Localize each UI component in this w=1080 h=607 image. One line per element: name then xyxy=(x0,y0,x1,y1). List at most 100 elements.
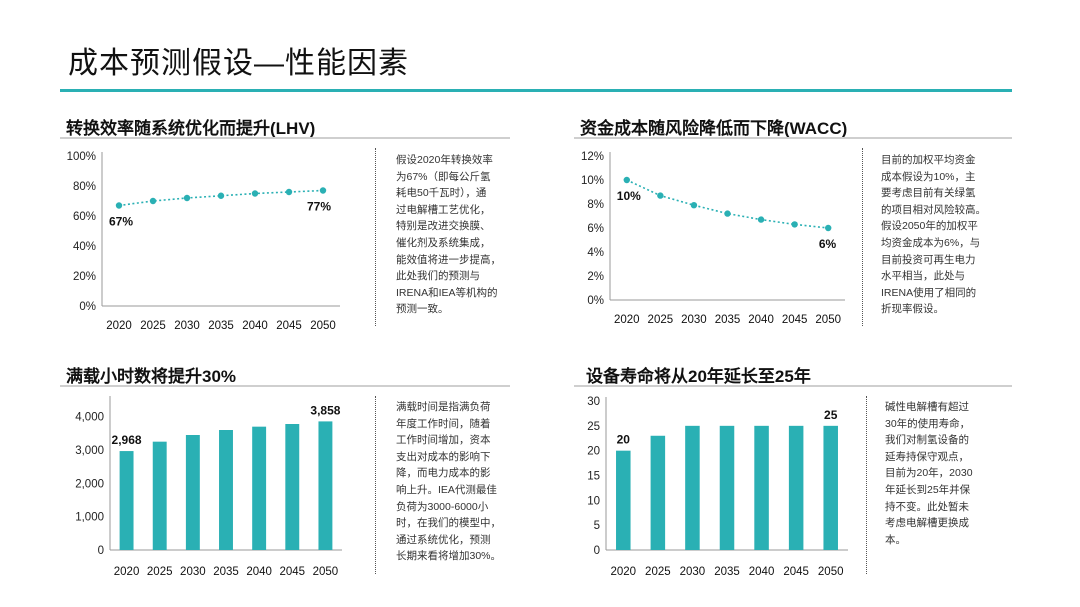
panel-title-wacc: 资金成本随风险降低而下降(WACC) xyxy=(580,119,848,138)
y-tick-label: 40% xyxy=(73,241,96,253)
x-tick-label: 2020 xyxy=(610,566,636,578)
data-label: 25 xyxy=(824,408,838,422)
x-tick-label: 2050 xyxy=(815,314,841,326)
y-tick-label: 12% xyxy=(581,151,604,163)
divider-wacc xyxy=(862,148,863,326)
data-label: 20 xyxy=(617,433,631,447)
bar xyxy=(788,425,804,550)
y-tick-label: 3,000 xyxy=(75,445,104,457)
y-tick-label: 20% xyxy=(73,271,96,283)
x-tick-label: 2045 xyxy=(279,566,305,578)
title-rule xyxy=(60,89,1012,92)
y-tick-label: 2,000 xyxy=(75,478,104,490)
y-tick-label: 0 xyxy=(98,545,104,557)
data-point xyxy=(757,216,765,223)
data-point xyxy=(690,202,698,209)
bar xyxy=(185,435,200,550)
data-label: 77% xyxy=(307,200,331,214)
panel-title-load-hours: 满载小时数将提升30% xyxy=(66,367,237,386)
series-line xyxy=(626,179,829,229)
data-label: 67% xyxy=(109,215,133,229)
x-tick-label: 2030 xyxy=(681,314,707,326)
panel-rule-wacc xyxy=(574,137,1012,139)
bar xyxy=(823,425,838,550)
x-tick-label: 2050 xyxy=(310,320,336,332)
y-tick-label: 0% xyxy=(79,301,96,313)
data-point xyxy=(825,224,832,232)
x-tick-label: 2035 xyxy=(213,566,239,578)
data-point xyxy=(183,194,191,202)
y-tick-label: 60% xyxy=(73,211,96,223)
bar xyxy=(152,441,167,550)
x-tick-label: 2030 xyxy=(680,566,706,578)
y-tick-label: 0% xyxy=(587,295,604,307)
data-point xyxy=(251,190,259,197)
x-tick-label: 2045 xyxy=(783,566,809,578)
x-tick-label: 2040 xyxy=(749,566,775,578)
x-tick-label: 2040 xyxy=(748,314,774,326)
data-label: 3,858 xyxy=(310,403,340,417)
x-tick-label: 2030 xyxy=(180,566,206,578)
chart-wacc: 0% 2% 4% 6% 8% 10% 12% 2020 2025 2030 2035 2040 2045… xyxy=(581,151,845,326)
y-tick-label: 4% xyxy=(587,247,604,259)
bar xyxy=(119,451,134,550)
x-tick-label: 2025 xyxy=(147,566,173,578)
y-tick-label: 5 xyxy=(594,520,600,532)
bar xyxy=(685,425,700,550)
note-efficiency: 假设2020年转换效率 为67%（即每公斤氢 耗电50千瓦时），通 过电解槽工艺… xyxy=(396,154,501,316)
data-label: 2,968 xyxy=(112,433,142,447)
divider-efficiency xyxy=(375,148,376,326)
divider-lifetime xyxy=(866,396,867,574)
x-tick-label: 2025 xyxy=(645,566,671,578)
y-tick-label: 8% xyxy=(587,199,604,211)
y-tick-label: 0 xyxy=(594,545,600,557)
y-tick-label: 4,000 xyxy=(75,412,104,424)
bar xyxy=(285,424,300,550)
data-point xyxy=(285,188,293,196)
bar xyxy=(252,426,267,550)
data-point xyxy=(791,221,798,228)
data-label: 6% xyxy=(819,237,837,251)
data-point xyxy=(319,187,327,194)
y-tick-label: 10 xyxy=(587,495,600,507)
x-tick-label: 2035 xyxy=(714,566,740,578)
x-tick-label: 2050 xyxy=(313,566,339,578)
x-tick-label: 2045 xyxy=(782,314,808,326)
y-tick-label: 1,000 xyxy=(75,512,104,524)
x-tick-label: 2030 xyxy=(174,320,200,332)
panel-rule-load-hours xyxy=(60,385,510,387)
data-point xyxy=(623,176,630,184)
x-tick-label: 2040 xyxy=(242,320,268,332)
x-tick-label: 2025 xyxy=(648,314,674,326)
data-point xyxy=(217,192,225,199)
data-point xyxy=(657,192,664,199)
x-tick-label: 2040 xyxy=(246,566,272,578)
bar xyxy=(650,435,666,550)
x-tick-label: 2050 xyxy=(818,566,844,578)
divider-load-hours xyxy=(375,396,376,574)
y-tick-label: 2% xyxy=(587,271,604,283)
data-point xyxy=(724,210,731,217)
x-tick-label: 2045 xyxy=(276,320,302,332)
y-tick-label: 100% xyxy=(67,151,96,163)
x-tick-label: 2025 xyxy=(140,320,166,332)
note-lifetime: 碱性电解槽有超过 30年的使用寿命， 我们对制氢设备的 延寿持保守观点， 目前为… xyxy=(885,401,973,546)
bar xyxy=(719,425,735,550)
page-title: 成本预测假设—性能因素 xyxy=(68,47,409,80)
y-tick-label: 80% xyxy=(73,181,96,193)
x-tick-label: 2020 xyxy=(106,320,132,332)
x-tick-label: 2020 xyxy=(614,314,640,326)
panel-rule-efficiency xyxy=(60,137,510,139)
x-tick-label: 2020 xyxy=(114,566,140,578)
note-wacc: 目前的加权平均资金 成本假设为10%，主 要考虑目前有关绿氢 的项目相对风险较高… xyxy=(881,154,986,316)
bar xyxy=(318,421,333,550)
y-tick-label: 15 xyxy=(587,471,600,483)
y-tick-label: 6% xyxy=(587,223,604,235)
bar xyxy=(219,430,233,550)
x-tick-label: 2035 xyxy=(208,320,234,332)
panel-title-efficiency: 转换效率随系统优化而提升(LHV) xyxy=(66,119,316,138)
data-point xyxy=(115,202,123,209)
bar xyxy=(616,450,631,550)
chart-efficiency: 0% 20% 40% 60% 80% 100% 2020 2025 2030 2035 2040 20… xyxy=(67,151,340,332)
